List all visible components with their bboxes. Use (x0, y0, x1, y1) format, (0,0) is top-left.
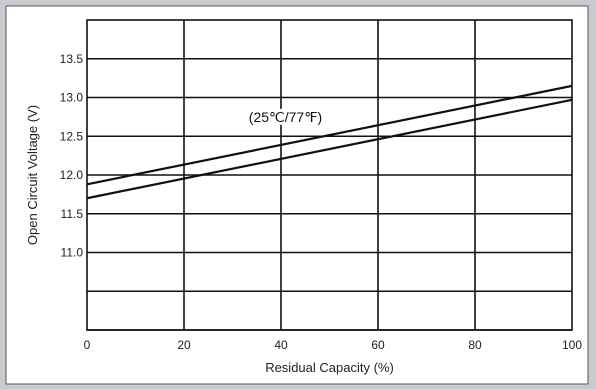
x-axis-label: Residual Capacity (%) (265, 360, 394, 375)
annotation-label: (25℃/77℉) (249, 109, 322, 125)
grid-lines (86, 19, 573, 331)
tick-labels: 0 20 40 60 80 100 11.0 11.5 12.0 12.5 13.0 13.5 (60, 52, 583, 352)
x-tick-label: 20 (177, 338, 191, 352)
y-tick-label: 12.5 (60, 129, 84, 143)
y-tick-label: 11.0 (61, 246, 84, 260)
series-line-1 (86, 84, 573, 186)
y-tick-label: 13.5 (60, 52, 84, 66)
x-tick-label: 80 (468, 338, 482, 352)
x-tick-label: 0 (84, 338, 91, 352)
y-tick-label: 13.0 (60, 91, 84, 105)
x-tick-label: 60 (371, 338, 385, 352)
annotation-background (246, 108, 325, 125)
series-lines (86, 84, 573, 200)
x-tick-label: 100 (562, 338, 582, 352)
x-tick-label: 40 (274, 338, 288, 352)
y-tick-label: 12.0 (60, 168, 84, 182)
y-axis-label: Open Circuit Voltage (V) (25, 105, 40, 245)
y-tick-label: 11.5 (61, 207, 84, 221)
chart-panel (5, 5, 589, 385)
series-line-2 (86, 98, 573, 200)
